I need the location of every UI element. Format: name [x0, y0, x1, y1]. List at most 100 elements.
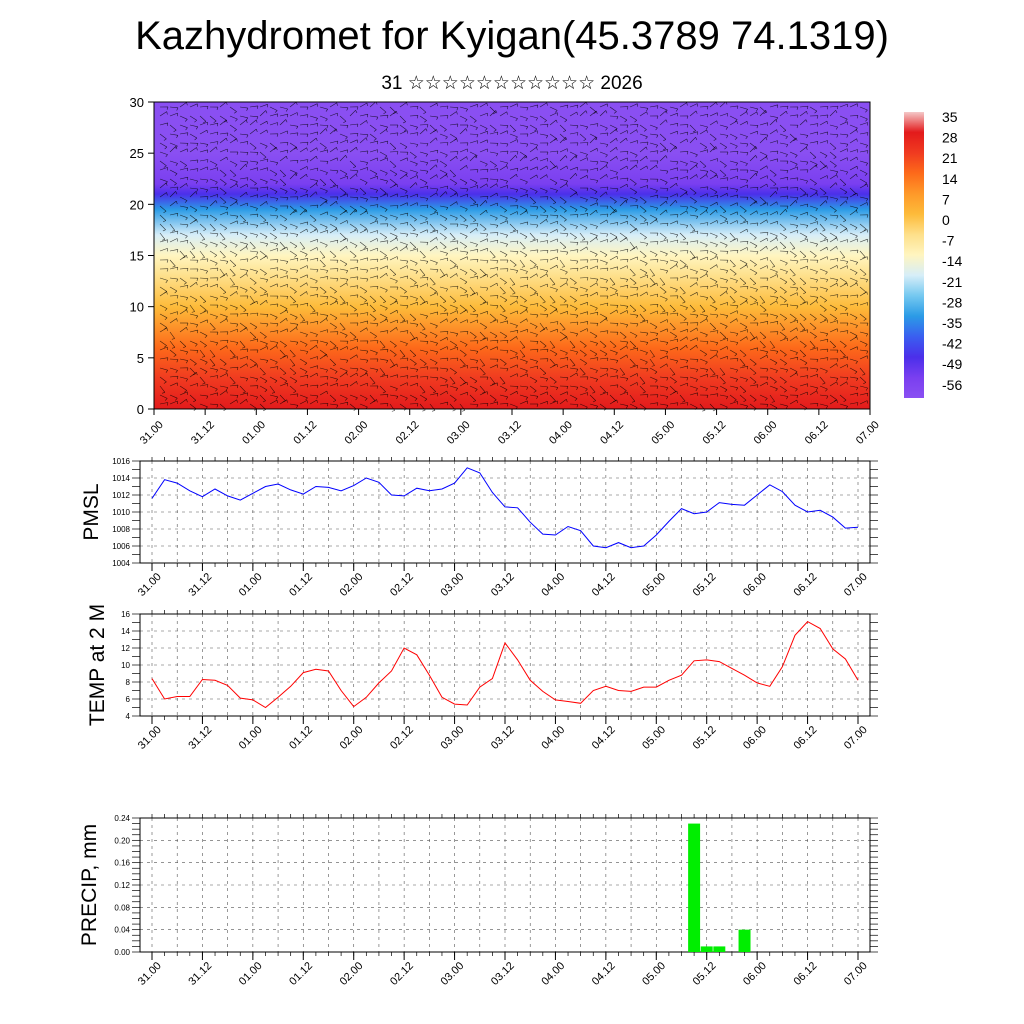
wind-barb-flag — [565, 271, 568, 275]
wind-barb — [169, 106, 179, 109]
wind-barb — [779, 268, 788, 272]
wind-barb — [459, 178, 468, 184]
wind-barb — [599, 186, 608, 189]
wind-barb-flag — [406, 152, 409, 156]
wind-barb-flag — [186, 322, 189, 326]
wind-barb — [419, 385, 426, 393]
wind-barb — [359, 210, 368, 216]
wind-barb-flag — [627, 178, 629, 182]
wind-barb — [459, 106, 468, 110]
wind-barb-flag — [506, 111, 508, 115]
wind-barb-flag — [686, 124, 689, 128]
wind-barb-flag — [753, 381, 757, 384]
wind-barb — [639, 205, 647, 212]
wind-barb-flag — [396, 286, 399, 290]
wind-barb-flag — [835, 171, 839, 175]
wind-barb-flag — [316, 156, 318, 160]
wind-barb-flag — [705, 361, 708, 365]
wind-barb — [729, 238, 738, 243]
wind-barb-flag — [236, 201, 238, 205]
wind-barb-flag — [766, 219, 768, 223]
wind-barb-flag — [837, 106, 839, 110]
wind-barb-flag — [655, 127, 658, 131]
wind-barb — [249, 105, 258, 108]
wind-barb — [839, 103, 848, 108]
wind-barb-flag — [446, 390, 448, 394]
wind-barb — [589, 291, 598, 297]
wind-barb — [789, 277, 796, 285]
wind-barb — [719, 169, 727, 176]
wind-barb-flag — [306, 400, 308, 404]
wind-barb — [319, 128, 327, 135]
wind-barb-flag — [265, 343, 268, 347]
wind-barb-flag — [692, 310, 696, 313]
wind-barb — [219, 318, 227, 324]
wind-barb-flag — [547, 349, 549, 353]
wind-barb — [359, 167, 368, 171]
wind-barb-flag — [616, 156, 618, 160]
wind-barb-flag — [246, 363, 248, 367]
wind-barb-flag — [726, 151, 729, 155]
wind-barb-flag — [253, 291, 257, 294]
wind-barb — [249, 128, 257, 135]
wind-barb — [349, 346, 358, 351]
wind-barb-flag — [433, 210, 437, 213]
wind-barb — [429, 393, 438, 396]
wind-barb — [529, 156, 538, 162]
wind-barb-flag — [646, 165, 648, 169]
wind-barb — [249, 300, 258, 306]
wind-barb-flag — [516, 300, 518, 304]
wind-barb — [829, 182, 837, 189]
wind-barb — [549, 196, 557, 203]
wind-barb-flag — [387, 240, 389, 244]
wind-barb-flag — [284, 345, 287, 348]
wind-barb-flag — [286, 355, 288, 359]
wind-barb-flag — [796, 106, 799, 110]
wind-barb-flag — [555, 190, 558, 193]
wind-barb — [639, 178, 649, 180]
wind-barb — [669, 239, 678, 243]
wind-barb-flag — [196, 324, 199, 328]
wind-barb-flag — [867, 150, 869, 154]
wind-barb — [629, 256, 638, 261]
wind-barb-flag — [262, 409, 266, 412]
wind-barb-flag — [734, 137, 738, 140]
wind-barb-flag — [633, 183, 637, 186]
wind-barb — [199, 376, 206, 384]
wind-barb — [729, 115, 738, 120]
wind-barb-flag — [835, 110, 838, 114]
wind-barb-flag — [735, 145, 738, 149]
wind-barb — [659, 328, 668, 333]
wind-barb — [509, 330, 518, 333]
wind-barb-flag — [855, 235, 858, 239]
wind-barb — [269, 313, 278, 318]
wind-barb — [399, 340, 408, 344]
wind-barb-flag — [395, 388, 398, 392]
wind-barb — [559, 336, 567, 342]
wind-barb — [669, 331, 677, 337]
wind-barb-flag — [295, 173, 298, 177]
wind-barb — [529, 187, 538, 192]
wind-barb-flag — [676, 161, 679, 165]
wind-barb — [259, 120, 268, 126]
wind-barb — [189, 281, 197, 288]
wind-barb — [279, 268, 288, 272]
wind-barb — [749, 347, 758, 351]
wind-barb — [319, 301, 328, 306]
wind-barb — [409, 259, 418, 264]
wind-barb — [339, 277, 348, 280]
wind-barb — [579, 124, 588, 128]
wind-barb-flag — [325, 200, 328, 204]
wind-barb-flag — [206, 144, 209, 148]
wind-barb — [729, 331, 738, 334]
wind-barb-flag — [776, 297, 779, 301]
wind-barb — [659, 149, 668, 153]
wind-barb-flag — [512, 229, 516, 232]
wind-barb-flag — [436, 377, 439, 381]
wind-barb — [739, 133, 748, 137]
wind-barb-flag — [406, 305, 409, 309]
wind-barb — [759, 286, 769, 288]
wind-barb — [529, 303, 538, 306]
wind-barb-flag — [586, 246, 588, 250]
wind-barb-flag — [857, 402, 859, 406]
